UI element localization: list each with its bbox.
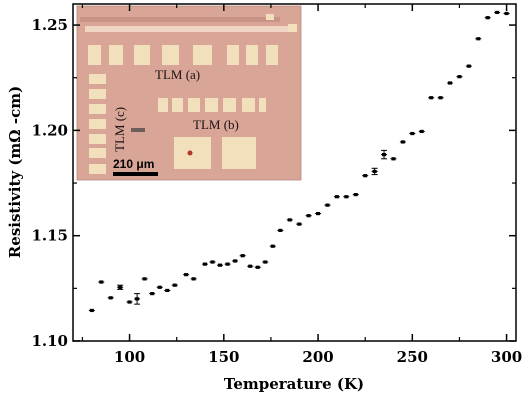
x-tick-label: 200 xyxy=(302,348,333,366)
data-point xyxy=(165,288,170,293)
data-point xyxy=(419,129,424,134)
data-point xyxy=(202,262,207,266)
data-point xyxy=(495,10,500,15)
square-pad xyxy=(222,137,256,169)
data-point xyxy=(233,259,238,263)
data-point xyxy=(372,169,377,174)
tlm-b-pad xyxy=(172,98,183,112)
x-tick-label: 300 xyxy=(491,348,522,366)
scale-bar-label: 210 μm xyxy=(113,157,154,171)
x-axis-title: Temperature (K) xyxy=(224,375,364,393)
data-point xyxy=(99,280,104,284)
tlm-b-pad xyxy=(205,98,218,112)
tlm-c-pad xyxy=(89,89,106,99)
data-point xyxy=(325,203,330,207)
data-point xyxy=(353,193,358,197)
tlm-a-pad xyxy=(109,45,123,65)
data-point xyxy=(150,292,155,296)
data-point xyxy=(476,37,481,41)
label-tlm-a: TLM (a) xyxy=(155,67,200,82)
data-point xyxy=(504,11,509,16)
tlm-a-pad xyxy=(246,45,258,65)
data-point xyxy=(334,195,339,199)
tlm-a-pad xyxy=(227,45,239,65)
data-point xyxy=(438,96,443,100)
data-point xyxy=(184,273,189,277)
data-point xyxy=(218,263,223,267)
tlm-a-pad xyxy=(193,45,212,65)
tlm-a-pad xyxy=(88,45,101,65)
plot-frame xyxy=(72,3,517,342)
y-tick-label: 1.20 xyxy=(31,121,68,139)
data-point xyxy=(297,222,302,226)
x-tick-label: 250 xyxy=(397,348,428,366)
data-point xyxy=(485,16,490,20)
tlm-c-pad xyxy=(89,104,106,114)
data-point xyxy=(316,211,321,216)
data-point xyxy=(240,254,245,258)
data-point xyxy=(135,297,140,301)
tlm-b-pad xyxy=(188,98,200,112)
data-point xyxy=(287,218,292,222)
data-point xyxy=(429,96,434,100)
data-point xyxy=(344,195,349,199)
tlm-a-pad xyxy=(134,45,150,65)
axis-ticks xyxy=(73,4,516,342)
tlm-a-pad xyxy=(162,45,179,65)
tlm-b-pad xyxy=(259,98,266,112)
tlm-b-pad xyxy=(223,98,236,112)
data-point xyxy=(278,228,283,233)
data-point xyxy=(142,277,147,281)
tlm-c-structure xyxy=(89,74,106,174)
tlm-c-pad xyxy=(89,164,106,174)
data-point xyxy=(248,264,253,268)
tlm-c-pad xyxy=(89,134,106,144)
y-tick-label: 1.10 xyxy=(31,332,68,350)
contact-pad xyxy=(266,14,274,20)
tlm-a-structure xyxy=(88,45,278,65)
tlm-c-pad xyxy=(89,74,106,84)
data-point xyxy=(108,296,113,300)
data-point xyxy=(363,174,368,178)
axis-tick-labels: 100 150 200 250 300 1.10 1.15 1.20 1.25 xyxy=(31,16,522,366)
data-point xyxy=(382,152,387,157)
data-point xyxy=(391,157,396,161)
data-point xyxy=(306,214,311,218)
x-tick-label: 150 xyxy=(208,348,239,366)
data-point xyxy=(270,244,275,248)
data-point xyxy=(210,260,215,264)
y-axis-title: Resistivity (mΩ -cm) xyxy=(6,86,24,258)
y-tick-label: 1.15 xyxy=(31,227,68,245)
data-point xyxy=(191,277,196,281)
micrograph-inset: TLM (a) TLM (b) TLM (c) 210 μm xyxy=(76,5,302,181)
data-point xyxy=(172,283,177,287)
tlm-b-structure xyxy=(158,98,266,112)
tlm-c-pad xyxy=(89,148,106,158)
contact-pad xyxy=(288,24,297,32)
label-tlm-b: TLM (b) xyxy=(193,117,239,132)
data-point xyxy=(127,300,132,304)
data-point xyxy=(448,81,453,85)
y-tick-label: 1.25 xyxy=(31,16,68,34)
data-point xyxy=(118,285,123,289)
tlm-c-pad xyxy=(89,119,106,129)
data-point xyxy=(255,265,260,269)
x-tick-label: 100 xyxy=(114,348,145,366)
scale-bar xyxy=(113,172,158,176)
data-point xyxy=(89,308,94,313)
label-tlm-c: TLM (c) xyxy=(112,107,127,152)
tlm-b-pad xyxy=(158,98,168,112)
data-point xyxy=(157,285,162,289)
data-point xyxy=(457,75,462,79)
data-point xyxy=(263,260,268,264)
data-point xyxy=(225,262,230,266)
data-points xyxy=(88,10,510,313)
data-point xyxy=(400,140,405,144)
tlm-a-pad xyxy=(266,45,278,65)
data-point xyxy=(410,131,415,136)
tlm-b-pad xyxy=(242,98,255,112)
data-point xyxy=(466,64,471,68)
